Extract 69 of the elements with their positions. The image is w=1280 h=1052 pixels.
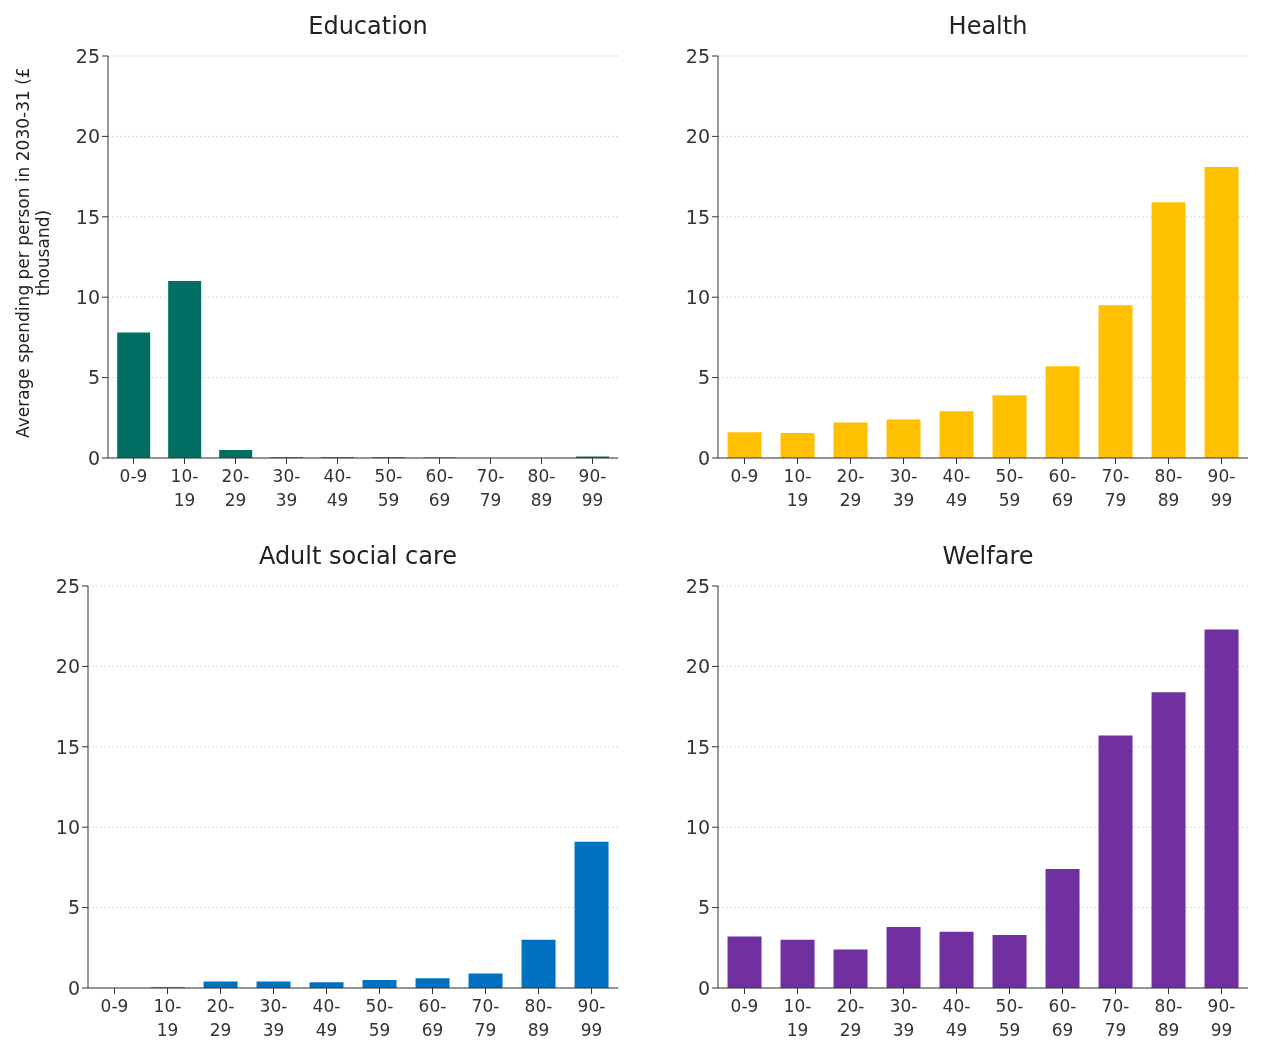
x-tick-label: 0-9 — [119, 466, 148, 486]
x-tick-label: 20-29 — [221, 466, 250, 510]
x-tick-label: 50-59 — [995, 996, 1024, 1040]
y-tick-label: 10 — [685, 285, 710, 308]
x-tick-label: 80-89 — [524, 996, 553, 1040]
x-tick-label: 30-39 — [272, 466, 301, 510]
x-tick-label: 10-19 — [170, 466, 199, 510]
y-tick-label: 20 — [55, 655, 80, 678]
x-tick-label: 70-79 — [1101, 466, 1130, 510]
y-tick-label: 10 — [75, 285, 100, 308]
x-tick-label: 80-89 — [1154, 466, 1183, 510]
x-tick-label: 90-99 — [577, 996, 606, 1040]
y-tick-label: 20 — [685, 655, 710, 678]
y-tick-label: 10 — [685, 815, 710, 838]
x-tick-label: 70-79 — [1101, 996, 1130, 1040]
x-tick-label: 10-19 — [153, 996, 182, 1040]
x-tick-label: 20-29 — [836, 996, 865, 1040]
y-tick-label: 15 — [75, 205, 100, 228]
x-tick-label: 30-39 — [889, 466, 918, 510]
y-tick-label: 15 — [55, 735, 80, 758]
y-tick-label: 25 — [685, 574, 710, 597]
x-tick-label: 40-49 — [942, 466, 971, 510]
y-tick-label: 15 — [685, 735, 710, 758]
x-tick-label: 90-99 — [1207, 996, 1236, 1040]
x-tick-label: 10-19 — [783, 466, 812, 510]
x-tick-label: 30-39 — [259, 996, 288, 1040]
y-tick-label: 20 — [75, 125, 100, 148]
y-tick-label: 0 — [67, 976, 80, 999]
y-tick-label: 5 — [697, 366, 710, 389]
chart-title: Adult social care — [257, 542, 459, 570]
x-tick-label: 40-49 — [323, 466, 352, 510]
y-axis-title: Average spending per person in 2030-31 (£ thousand) — [13, 66, 53, 441]
y-tick-label: 5 — [697, 896, 710, 919]
x-tick-label: 60-69 — [1048, 466, 1077, 510]
y-tick-label: 25 — [75, 44, 100, 67]
x-tick-label: 80-89 — [1154, 996, 1183, 1040]
y-tick-label: 0 — [697, 976, 710, 999]
x-tick-label: 30-39 — [889, 996, 918, 1040]
x-tick-label: 60-69 — [418, 996, 447, 1040]
y-tick-label: 10 — [55, 815, 80, 838]
x-tick-label: 70-79 — [471, 996, 500, 1040]
chart-title: Education — [307, 12, 429, 40]
x-tick-label: 50-59 — [995, 466, 1024, 510]
x-tick-label: 80-89 — [527, 466, 556, 510]
x-tick-label: 60-69 — [1048, 996, 1077, 1040]
x-tick-label: 20-29 — [206, 996, 235, 1040]
x-tick-label: 20-29 — [836, 466, 865, 510]
y-tick-label: 25 — [685, 44, 710, 67]
y-tick-label: 0 — [87, 446, 100, 469]
y-tick-label: 15 — [685, 205, 710, 228]
x-tick-label: 0-9 — [730, 996, 759, 1016]
x-tick-label: 0-9 — [730, 466, 759, 486]
chart-title: Health — [947, 12, 1029, 40]
chart-title: Welfare — [941, 542, 1035, 570]
y-tick-label: 20 — [685, 125, 710, 148]
x-tick-label: 10-19 — [783, 996, 812, 1040]
y-tick-label: 0 — [697, 446, 710, 469]
x-tick-label: 40-49 — [942, 996, 971, 1040]
x-tick-label: 70-79 — [476, 466, 505, 510]
x-tick-label: 50-59 — [374, 466, 403, 510]
x-tick-label: 50-59 — [365, 996, 394, 1040]
x-tick-label: 0-9 — [100, 996, 129, 1016]
x-tick-label: 90-99 — [578, 466, 607, 510]
y-tick-label: 5 — [67, 896, 80, 919]
x-tick-label: 40-49 — [312, 996, 341, 1040]
y-tick-label: 25 — [55, 574, 80, 597]
x-tick-label: 60-69 — [425, 466, 454, 510]
y-tick-label: 5 — [87, 366, 100, 389]
x-tick-label: 90-99 — [1207, 466, 1236, 510]
